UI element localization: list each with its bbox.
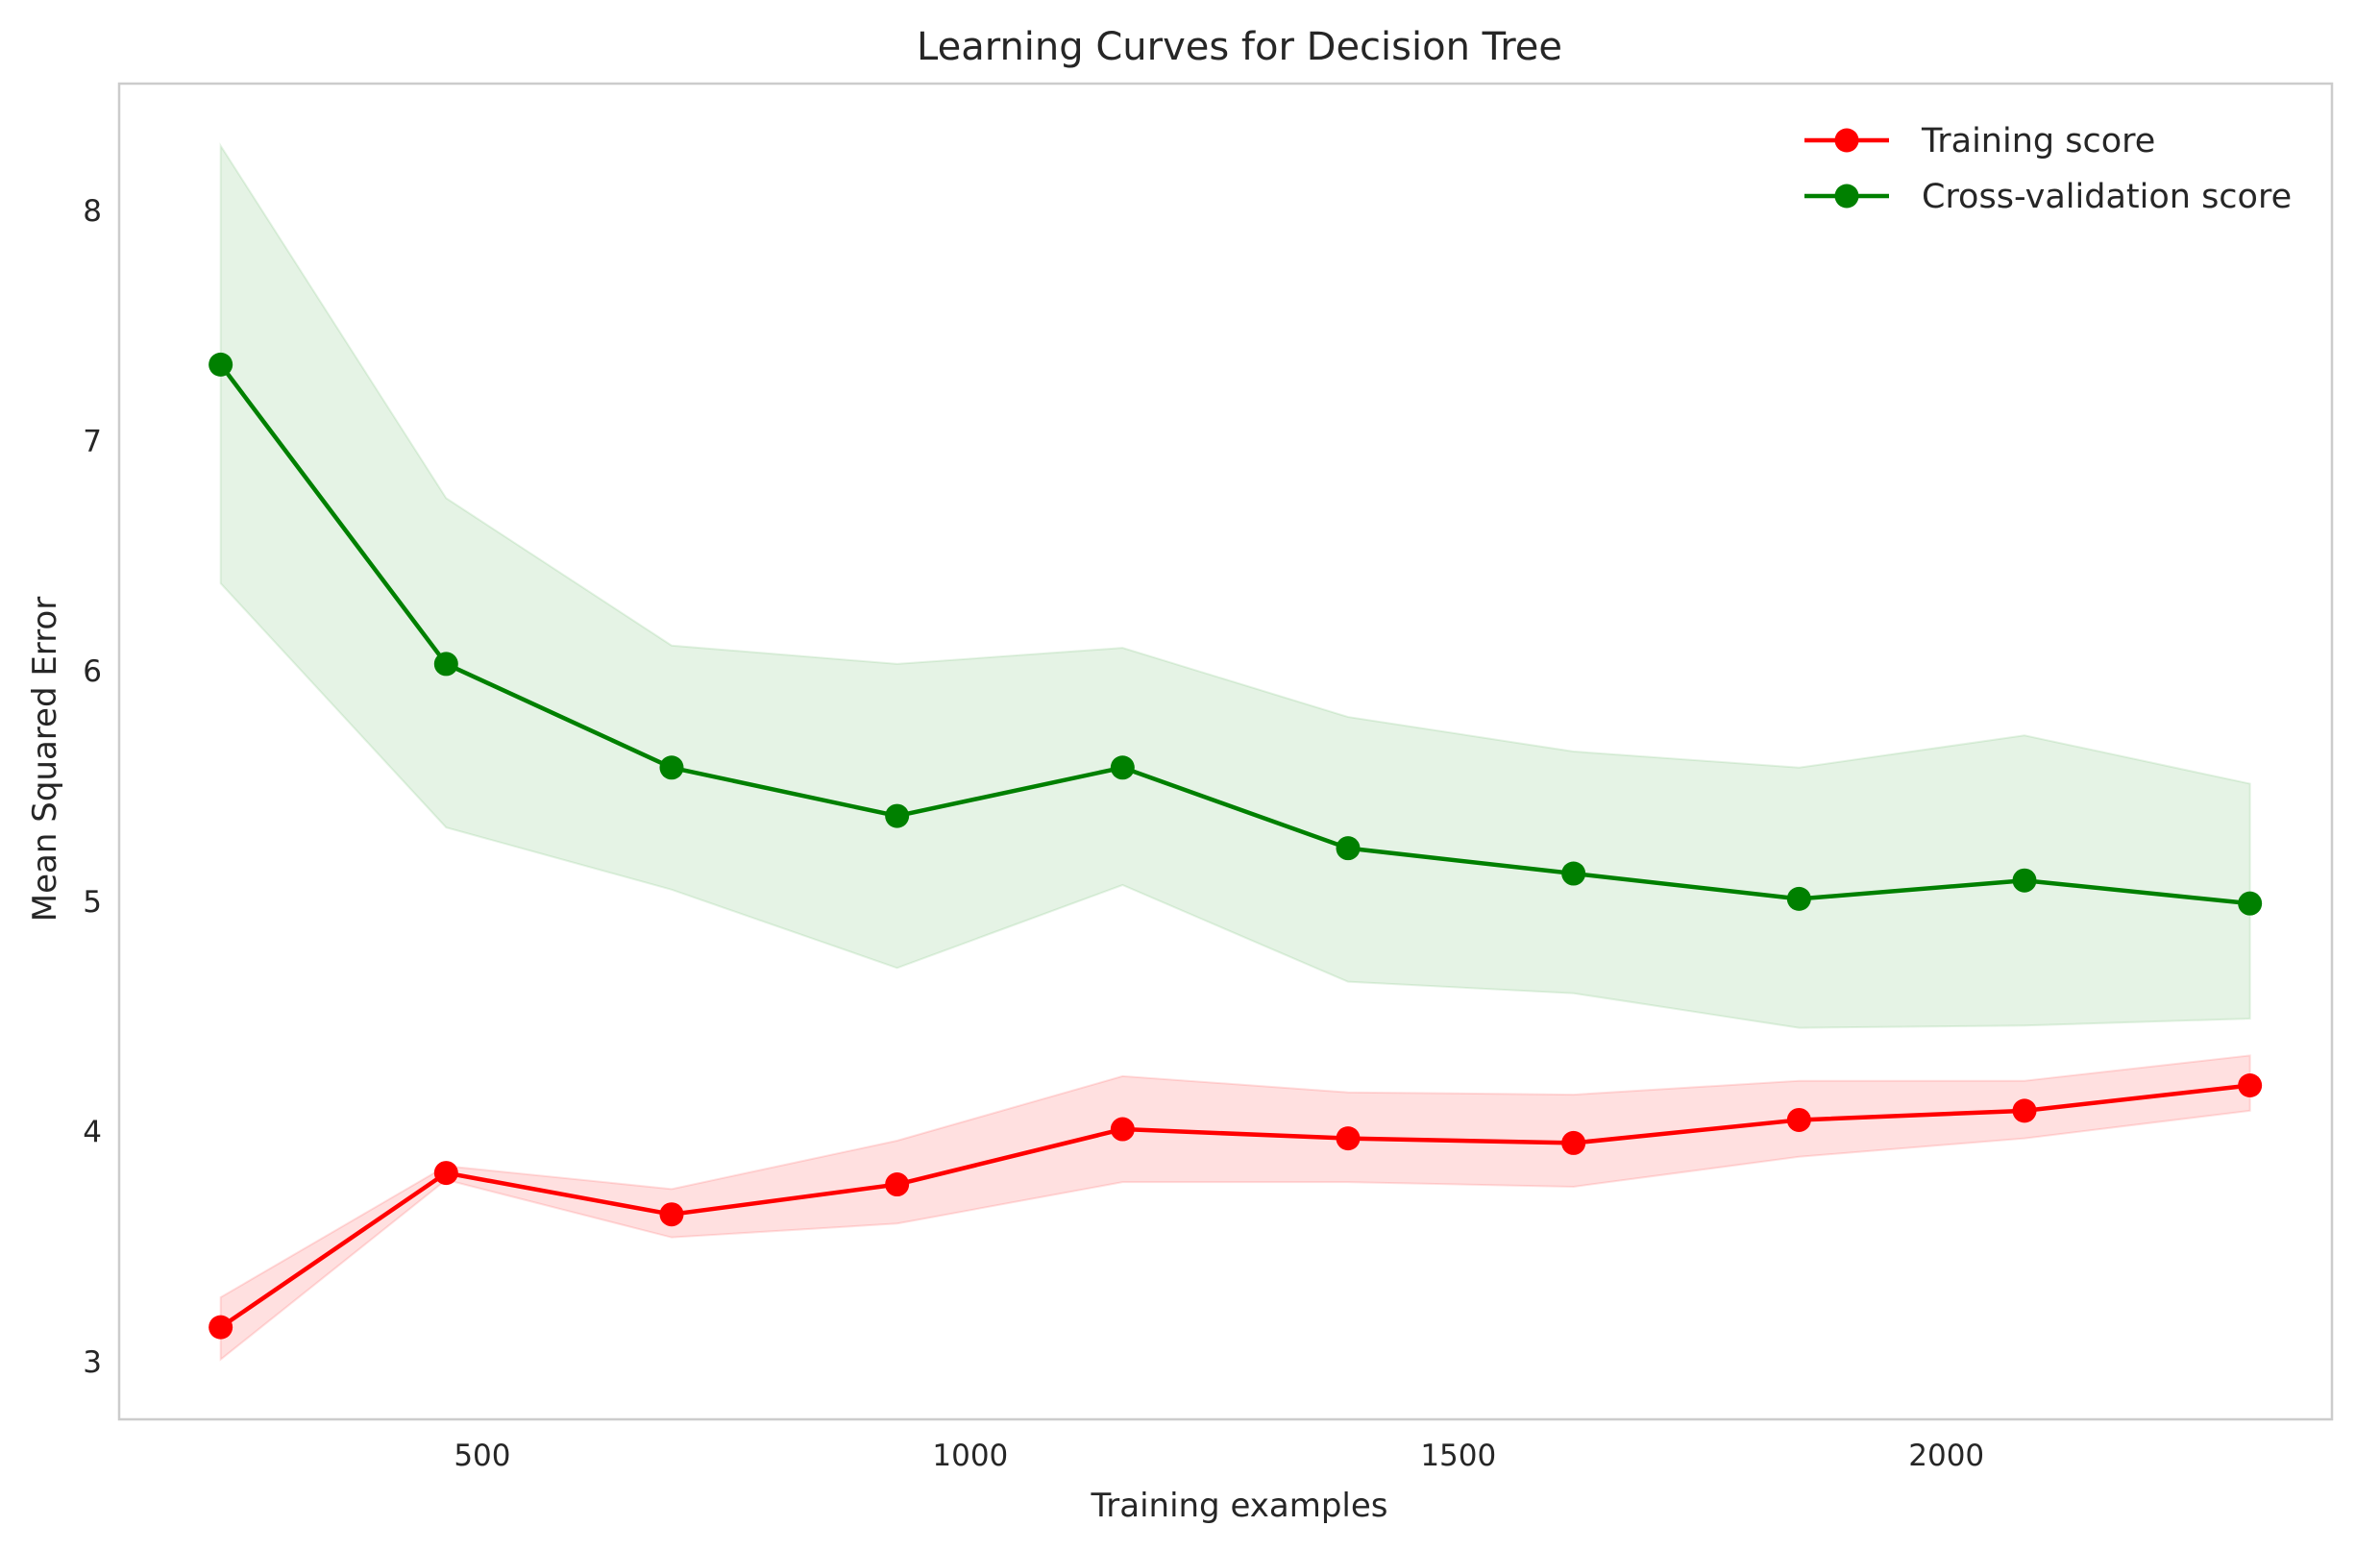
point-series-0-9 [2238, 1073, 2263, 1097]
chart-title: Learning Curves for Decision Tree [917, 25, 1562, 69]
point-series-1-7 [1786, 886, 1811, 911]
line-series-0 [219, 1083, 2250, 1329]
y-tick-label-3: 6 [83, 654, 102, 689]
point-series-0-5 [1336, 1126, 1361, 1151]
point-series-1-0 [209, 352, 233, 377]
x-axis-ticks: 500 1000 1500 2000 [454, 1439, 1984, 1473]
point-series-1-6 [1561, 861, 1586, 886]
x-tick-label-0: 500 [454, 1439, 510, 1473]
y-axis-label: Mean Squared Error [26, 597, 64, 922]
confidence-bands [219, 142, 2251, 1362]
y-axis-ticks: 3 4 5 6 7 8 [83, 194, 102, 1380]
x-tick-label-2: 1500 [1420, 1439, 1496, 1473]
point-series-1-4 [1110, 755, 1135, 780]
point-series-0-0 [209, 1315, 233, 1340]
point-series-1-9 [2238, 891, 2263, 916]
point-series-1-2 [659, 755, 684, 780]
y-tick-label-2: 5 [83, 885, 102, 920]
y-tick-label-4: 7 [83, 424, 102, 458]
series-points [209, 352, 2263, 1340]
point-series-1-5 [1336, 836, 1361, 861]
series-lines [218, 363, 2250, 1329]
y-tick-label-0: 3 [83, 1345, 102, 1380]
point-series-0-4 [1110, 1117, 1135, 1142]
x-axis-label: Training examples [1090, 1487, 1387, 1525]
point-series-1-1 [433, 652, 458, 677]
band-series-0 [219, 1054, 2251, 1362]
y-tick-label-5: 8 [83, 194, 102, 229]
point-series-0-7 [1786, 1107, 1811, 1132]
point-series-1-3 [885, 803, 910, 828]
legend-label-0: Training score [1921, 122, 2155, 160]
legend-marker-0 [1834, 128, 1859, 153]
point-series-0-1 [433, 1161, 458, 1186]
point-series-0-6 [1561, 1130, 1586, 1155]
line-series-1 [218, 363, 2250, 906]
x-tick-label-1: 1000 [932, 1439, 1008, 1473]
point-series-1-8 [2012, 868, 2037, 893]
legend-marker-1 [1834, 184, 1859, 209]
legend: Training score Cross-validation score [1804, 122, 2292, 216]
y-tick-label-1: 4 [83, 1115, 102, 1149]
x-tick-label-3: 2000 [1908, 1439, 1984, 1473]
point-series-0-8 [2012, 1098, 2037, 1123]
plot-frame [117, 82, 2334, 1421]
point-series-0-2 [659, 1202, 684, 1227]
point-series-0-3 [885, 1172, 910, 1197]
legend-label-1: Cross-validation score [1922, 178, 2292, 216]
band-series-1 [219, 142, 2251, 1029]
